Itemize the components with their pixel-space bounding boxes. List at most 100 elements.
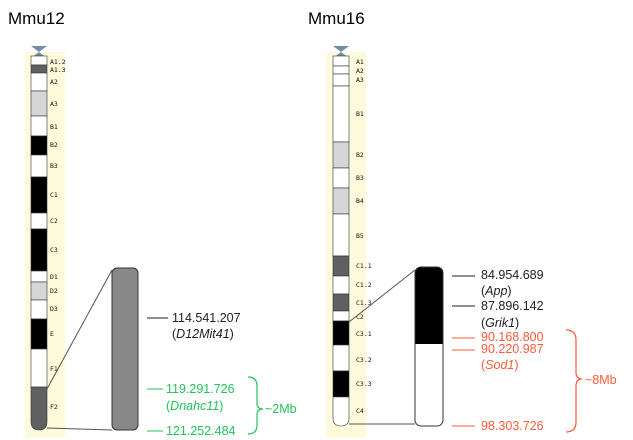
- band-label: B4: [356, 197, 364, 205]
- band-mmu12-a2: [30, 72, 48, 92]
- band-label: B2: [50, 141, 58, 149]
- zoom-line-bottom-mmu12: [46, 427, 113, 431]
- band-label: E: [50, 330, 54, 338]
- band-mmu12-b2: [30, 135, 48, 156]
- position-label: 90.168.800: [481, 330, 544, 344]
- band-label: A1: [356, 58, 364, 66]
- band-mmu16-c3-2: [332, 344, 350, 372]
- band-mmu16-c1-3: [332, 293, 350, 312]
- band-label: C3.3: [356, 380, 372, 388]
- band-label: C3.1: [356, 330, 372, 338]
- chromosome-mmu12-bands: [30, 55, 48, 431]
- band-label: D1: [50, 273, 58, 281]
- band-mmu12-f1: [30, 348, 48, 388]
- zoomed-region-mmu16: [414, 266, 444, 427]
- band-mmu16-b2: [332, 141, 350, 169]
- band-label: F1: [50, 365, 58, 373]
- gene-label: (Grik1): [481, 316, 519, 330]
- zoomed-region-mmu16-dark: [415, 267, 443, 344]
- band-label: B1: [50, 123, 58, 131]
- position-label: 114.541.207: [172, 311, 241, 325]
- position-label: 90.220.987: [481, 342, 544, 356]
- band-mmu12-a3: [30, 90, 48, 117]
- band-mmu16-c2: [332, 310, 350, 322]
- band-label: B3: [50, 162, 58, 170]
- band-mmu16-c3-1: [332, 320, 350, 346]
- band-mmu16-c4: [332, 396, 350, 427]
- centromere-mmu16: [333, 46, 349, 58]
- band-label: C1.2: [356, 281, 372, 289]
- band-label: B1: [356, 110, 364, 118]
- position-label: 84.954.689: [481, 268, 544, 282]
- band-mmu12-a1-3: [30, 64, 48, 74]
- band-mmu16-a1: [332, 55, 350, 67]
- panel-mmu16: Mmu16 A1 A2 A3 B1 B2 B3: [308, 9, 617, 438]
- band-mmu16-c1-2: [332, 275, 350, 295]
- chromosome-title-mmu12: Mmu12: [8, 9, 65, 28]
- band-mmu12-b3: [30, 154, 48, 178]
- band-label: D2: [50, 287, 58, 295]
- position-label: 121.252.484: [166, 424, 236, 438]
- band-label: A2: [50, 78, 58, 86]
- band-label: A2: [356, 67, 364, 75]
- chromosome-title-mmu16: Mmu16: [308, 9, 365, 28]
- band-mmu12-d2: [30, 281, 48, 301]
- band-label: B5: [356, 232, 364, 240]
- band-label: C1.1: [356, 262, 372, 270]
- chromosome-mmu16-bands: [332, 55, 350, 427]
- band-label: C4: [356, 407, 364, 415]
- band-mmu16-a2: [332, 65, 350, 75]
- band-mmu12-b1: [30, 115, 48, 137]
- band-label: C3: [50, 246, 58, 254]
- panel-mmu12: Mmu12 A1.2 A1.3 A2 A3: [8, 9, 297, 438]
- band-mmu16-c1-1: [332, 255, 350, 277]
- band-label: A1.3: [50, 66, 66, 74]
- band-labels-mmu16: A1 A2 A3 B1 B2 B3 B4 B5 C1.1 C1.2 C1.3 C…: [356, 58, 372, 415]
- band-mmu12-c3: [30, 228, 48, 272]
- gene-label: (App): [481, 284, 512, 298]
- band-labels-mmu12: A1.2 A1.3 A2 A3 B1 B2 B3 C1 C2 C3 D1 D2 …: [50, 58, 66, 411]
- band-mmu16-c3-3: [332, 370, 350, 398]
- position-label: 87.896.142: [481, 299, 544, 313]
- band-label: D3: [50, 305, 58, 313]
- band-mmu12-d3: [30, 299, 48, 320]
- band-label: A3: [356, 76, 364, 84]
- position-label: 98.303.726: [481, 419, 544, 433]
- span-bracket-mmu16: [565, 329, 583, 433]
- band-label: C2: [50, 217, 58, 225]
- band-mmu16-b1: [332, 85, 350, 143]
- band-mmu12-d1: [30, 270, 48, 283]
- band-label: C2: [356, 313, 364, 321]
- gene-label: (Dnahc11): [166, 399, 223, 413]
- band-mmu16-b4: [332, 187, 350, 215]
- band-mmu16-b3: [332, 167, 350, 189]
- span-bracket-mmu12: [247, 376, 264, 435]
- zoomed-region-mmu16-outline: [414, 266, 444, 427]
- gene-label: (D12Mit41): [172, 327, 234, 341]
- zoom-line-top-mmu16: [348, 269, 416, 323]
- centromere-mmu12: [31, 46, 47, 58]
- band-label: C1: [50, 191, 58, 199]
- band-label: A3: [50, 100, 58, 108]
- band-mmu12-a1-2: [30, 55, 48, 66]
- band-mmu12-e: [30, 318, 48, 350]
- band-mmu12-c1: [30, 176, 48, 214]
- band-label: F2: [50, 403, 58, 411]
- gene-label: (Sod1): [481, 358, 519, 372]
- band-mmu12-c2: [30, 212, 48, 230]
- zoomed-region-mmu16-light: [415, 344, 443, 426]
- zoomed-region-mmu12: [111, 267, 139, 431]
- band-label: B3: [356, 174, 364, 182]
- band-mmu12-f2: [30, 386, 48, 431]
- span-label-mmu12: ~2Mb: [265, 402, 297, 416]
- zoom-line-top-mmu12: [46, 269, 113, 390]
- band-label: C1.3: [356, 299, 372, 307]
- band-mmu16-a3: [332, 73, 350, 87]
- band-mmu16-b5: [332, 213, 350, 257]
- band-label: B2: [356, 151, 364, 159]
- band-label: A1.2: [50, 58, 66, 66]
- span-label-mmu16: ~8Mb: [585, 373, 617, 387]
- position-label: 119.291.726: [166, 382, 235, 396]
- band-label: C3.2: [356, 356, 372, 364]
